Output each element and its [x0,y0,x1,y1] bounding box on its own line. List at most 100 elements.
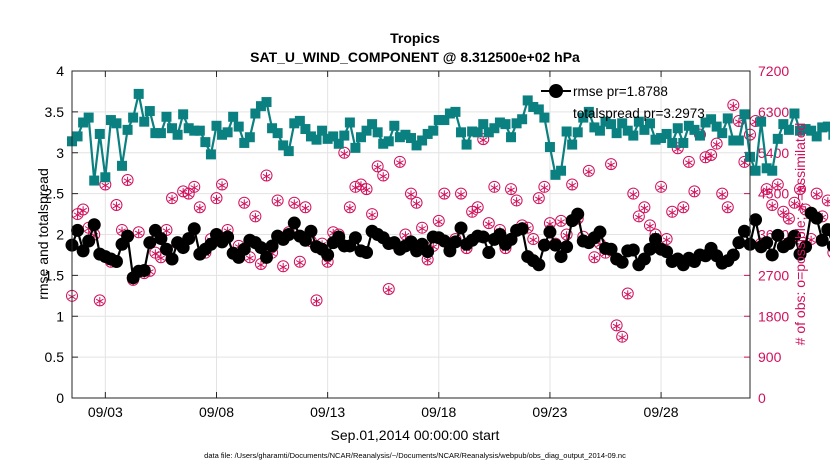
rmse-point [110,255,123,268]
totalspread-point [667,138,677,148]
totalspread-point [123,125,133,135]
totalspread-point [206,149,216,159]
y-axis-right-label: # of obs: o=possible; ∗=assimilated [792,123,808,346]
totalspread-point [128,113,138,123]
totalspread-point [145,106,155,116]
y-tick-label-left: 4 [56,63,64,79]
totalspread-point [756,117,766,127]
y-tick-label-right: 1800 [758,308,789,324]
rmse-point [538,239,551,252]
totalspread-point [773,134,783,144]
rmse-point [360,246,373,259]
totalspread-point [228,112,238,122]
y-tick-label-right: 0 [758,390,766,406]
totalspread-point [273,128,283,138]
y-tick-label-left: 3.5 [45,104,65,120]
x-tick-label: 09/18 [421,404,456,420]
x-tick-label: 09/03 [88,404,123,420]
rmse-point [760,236,773,249]
y-tick-label-left: 3 [56,145,64,161]
totalspread-point [556,166,566,176]
rmse-point [321,248,334,261]
totalspread-point [234,122,244,132]
totalspread-point [539,113,549,123]
legend-rmse-marker [549,84,563,98]
y-tick-label-left: 1 [56,308,64,324]
totalspread-point [717,128,727,138]
totalspread-point [195,126,205,136]
x-axis-label: Sep.01,2014 00:00:00 start [331,427,500,443]
rmse-point [449,235,462,248]
totalspread-point [139,117,149,127]
totalspread-point [73,131,83,141]
totalspread-point [456,127,466,137]
totalspread-point [751,166,761,176]
totalspread-point [428,126,438,136]
totalspread-point [767,166,777,176]
totalspread-point [117,161,127,171]
totalspread-point [628,131,638,141]
rmse-point [82,235,95,248]
y-tick-label-right: 900 [758,349,782,365]
totalspread-point [517,114,527,124]
totalspread-point [245,132,255,142]
totalspread-point [573,127,583,137]
data-file-footnote: data file: /Users/gharamti/Documents/NCA… [204,451,626,460]
rmse-point [727,248,740,261]
rmse-point [749,213,762,226]
rmse-point [766,248,779,261]
totalspread-point [95,129,105,139]
rmse-point [421,245,434,258]
totalspread-point [462,140,472,150]
totalspread-point [384,136,394,146]
totalspread-point [211,121,221,131]
totalspread-point [84,113,94,123]
totalspread-point [339,131,349,141]
rmse-point [288,217,301,230]
totalspread-point [345,118,355,128]
totalspread-point [789,109,799,119]
totalspread-point [673,123,683,133]
totalspread-point [562,126,572,136]
x-tick-label: 09/23 [532,404,567,420]
rmse-point [143,236,156,249]
totalspread-point [595,126,605,136]
rmse-point [260,251,273,264]
x-tick-label: 09/28 [644,404,679,420]
rmse-point [188,222,201,235]
totalspread-point [161,112,171,122]
rmse-point [166,253,179,266]
totalspread-point [678,138,688,148]
totalspread-point [200,137,210,147]
rmse-point [732,236,745,249]
rmse-point [121,230,134,243]
rmse-point [282,228,295,241]
rmse-point [482,246,495,259]
rmse-point [221,230,234,243]
rmse-point [571,208,584,221]
totalspread-point [739,109,749,119]
totalspread-point [100,172,110,182]
y-axis-left-label: rmse and totalspread [35,168,51,300]
y-tick-label-left: 0 [56,390,64,406]
rmse-point [71,224,84,237]
totalspread-point [500,119,510,129]
x-tick-label: 09/08 [199,404,234,420]
totalspread-point [662,129,672,139]
rmse-point [88,218,101,231]
y-tick-label-right: 2700 [758,267,789,283]
totalspread-point [723,113,733,123]
totalspread-point [262,97,272,107]
rmse-point [138,264,151,277]
rmse-point [455,221,468,234]
totalspread-point [545,142,555,152]
rmse-point [543,226,556,239]
rmse-point [477,230,490,243]
legend-rmse-label: rmse pr=1.8788 [573,84,668,99]
totalspread-point [695,131,705,141]
rmse-point [549,239,562,252]
rmse-point [627,244,640,257]
rmse-point [616,256,629,269]
